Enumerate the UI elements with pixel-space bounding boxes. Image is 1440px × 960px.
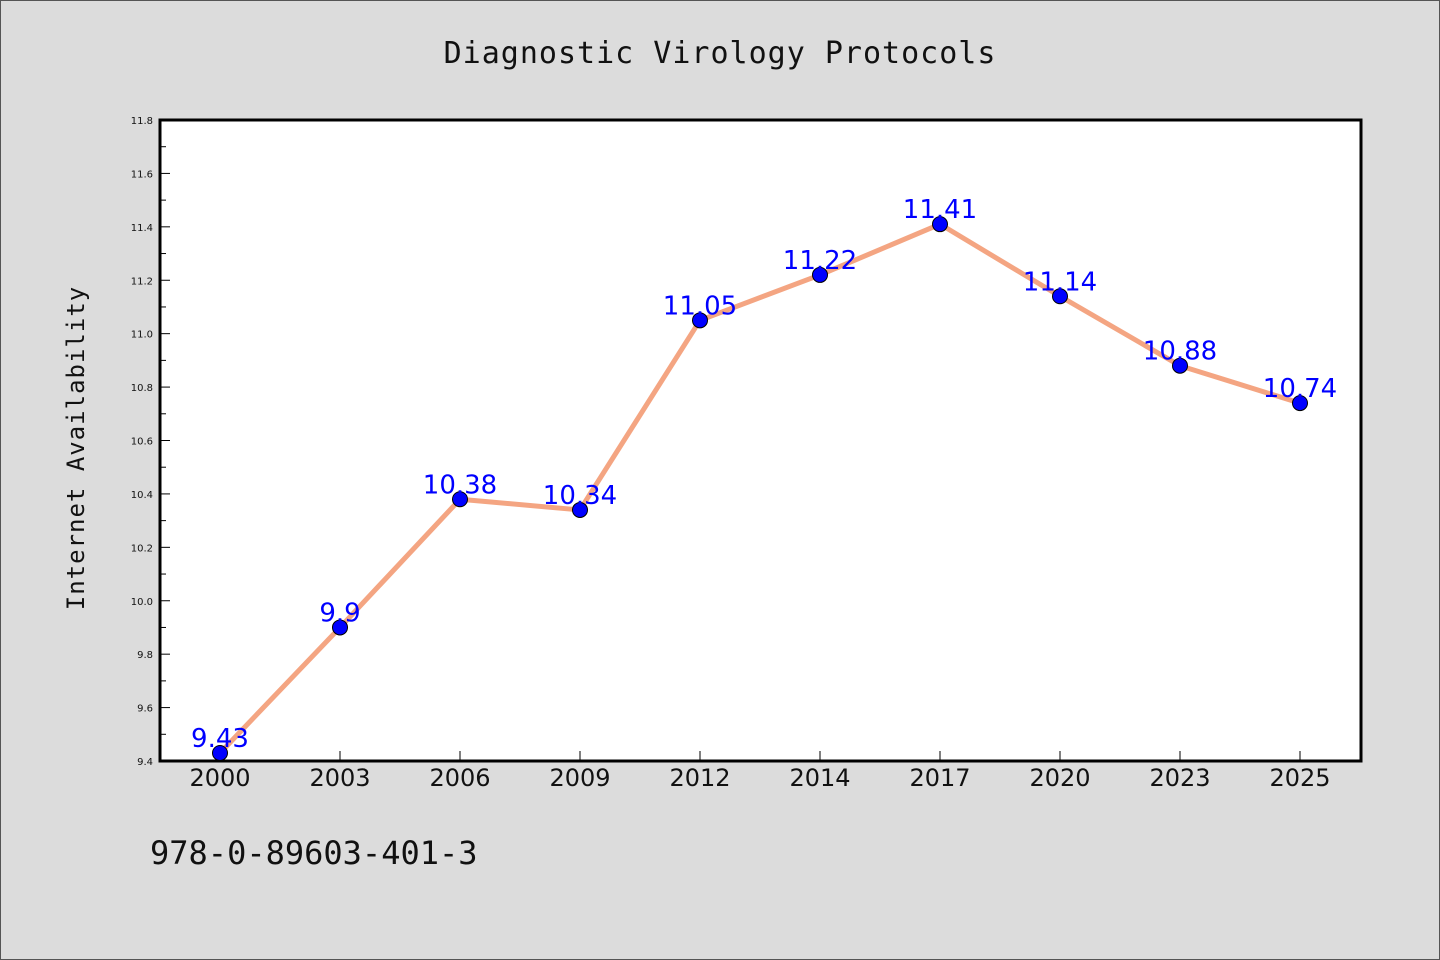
- x-axis: 2000 2003 2006 2009 2012 2014 2017 2020 2023 2025: [189, 751, 1331, 792]
- chart-title: Diagnostic Virology Protocols: [444, 36, 997, 71]
- data-point: [692, 312, 708, 329]
- data-label: 9.9: [319, 598, 360, 628]
- y-tick-label: 10.0: [131, 597, 153, 608]
- data-label: 9.43: [191, 724, 249, 754]
- x-tick-label: 2020: [1029, 764, 1090, 792]
- y-tick-label: 9.4: [137, 757, 153, 768]
- y-tick-label: 10.2: [131, 543, 153, 554]
- data-label: 10.74: [1263, 374, 1337, 404]
- data-point: [1172, 357, 1188, 374]
- y-tick-label: 9.6: [137, 704, 153, 715]
- data-label: 10.34: [543, 481, 617, 511]
- data-point: [572, 501, 588, 518]
- isbn-label: 978-0-89603-401-3: [150, 834, 478, 872]
- data-label: 11.22: [783, 246, 857, 276]
- y-tick-label: 11.2: [131, 276, 153, 287]
- plot-area: [158, 118, 1363, 763]
- y-axis-label: Internet Availability: [62, 286, 90, 610]
- x-tick-label: 2003: [309, 764, 370, 792]
- y-tick-label: 9.8: [137, 650, 153, 661]
- x-tick-label: 2000: [189, 764, 250, 792]
- data-point: [452, 491, 468, 508]
- data-label: 11.41: [903, 195, 977, 225]
- x-tick-label: 2014: [789, 764, 850, 792]
- data-label: 11.14: [1023, 267, 1097, 297]
- y-tick-label: 11.8: [131, 116, 153, 127]
- x-tick-label: 2017: [909, 764, 970, 792]
- y-tick-label: 11.0: [131, 330, 153, 341]
- series-layer: 9.43 9.9 10.38 10.34 11.05 11.22 11.41 11.14 10.…: [191, 195, 1337, 761]
- x-tick-label: 2012: [669, 764, 730, 792]
- y-tick-label: 10.4: [131, 490, 153, 501]
- data-point: [932, 216, 948, 233]
- x-tick-label: 2006: [429, 764, 490, 792]
- data-point: [332, 619, 348, 636]
- y-tick-label: 10.6: [131, 437, 153, 448]
- x-tick-label: 2009: [549, 764, 610, 792]
- data-point: [1052, 288, 1068, 305]
- data-point: [212, 744, 228, 761]
- series-line: [218, 221, 1301, 755]
- data-label: 10.88: [1143, 337, 1217, 367]
- data-label: 10.38: [423, 470, 497, 500]
- y-tick-label: 11.6: [131, 169, 153, 180]
- data-point: [1292, 395, 1308, 412]
- y-tick-label: 10.8: [131, 383, 153, 394]
- x-tick-label: 2023: [1149, 764, 1210, 792]
- data-label: 11.05: [663, 291, 737, 321]
- y-axis: 9.4 9.6 9.8 10.0 10.2 10.4 10.6 10.8 11.0 11.2 11.…: [131, 116, 170, 768]
- data-point: [812, 266, 828, 283]
- x-tick-label: 2025: [1269, 764, 1330, 792]
- y-tick-label: 11.4: [131, 223, 153, 234]
